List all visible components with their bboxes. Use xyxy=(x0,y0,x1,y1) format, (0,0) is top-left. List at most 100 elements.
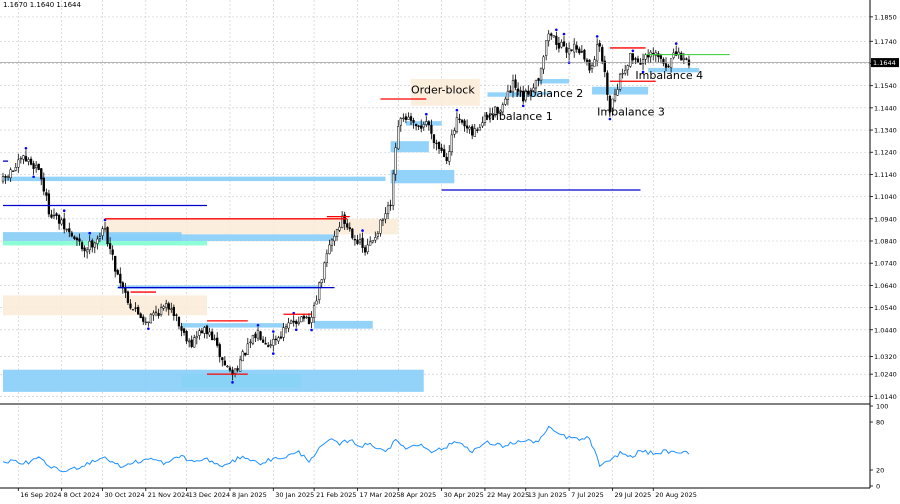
candle-body xyxy=(200,330,204,334)
fractal-marker xyxy=(521,104,525,108)
candle-body xyxy=(573,43,576,53)
candle-body xyxy=(190,339,193,347)
y-tick-label: 1.1540 xyxy=(874,82,897,90)
candle-body xyxy=(379,219,382,234)
candle-body xyxy=(318,282,321,300)
candle-body xyxy=(233,368,237,374)
indicator-y-tick-label: 80 xyxy=(876,419,884,427)
candle-body xyxy=(407,116,410,120)
candle-body xyxy=(657,53,660,58)
candle-body xyxy=(157,313,160,316)
blue-zone-rect xyxy=(314,320,373,329)
fractal-marker xyxy=(272,352,275,355)
candle-body xyxy=(654,52,657,56)
candle-body xyxy=(96,238,99,244)
candle-body xyxy=(384,213,387,220)
candle-body xyxy=(302,315,306,319)
x-tick-label: 30 Jan 2025 xyxy=(275,491,314,499)
candle-body xyxy=(346,223,349,228)
candle-body xyxy=(341,215,344,228)
candle-body xyxy=(358,239,362,243)
y-tick-label: 1.0940 xyxy=(874,215,897,223)
candle-body xyxy=(14,167,17,171)
indicator-y-tick-label: 20 xyxy=(876,467,884,475)
y-tick-label: 1.1850 xyxy=(874,13,897,21)
candle-body xyxy=(575,45,578,50)
candle-body xyxy=(124,287,127,293)
indicator-line xyxy=(2,425,690,473)
candle-body xyxy=(363,247,367,253)
teal-zone-rect xyxy=(3,241,207,246)
fractal-marker xyxy=(555,28,558,32)
blue-zone-rect xyxy=(648,67,700,73)
candle-body xyxy=(29,158,33,165)
candle-body xyxy=(659,55,663,59)
candle-body xyxy=(198,330,201,336)
x-tick-label: 16 Sep 2024 xyxy=(20,491,61,499)
candle-body xyxy=(626,65,629,71)
candle-body xyxy=(509,90,512,93)
candle-body xyxy=(338,226,341,231)
blue-zone-rect xyxy=(513,92,552,95)
indicator-y-tick-label: 0 xyxy=(876,483,880,491)
x-tick-label: 8 Apr 2025 xyxy=(400,491,436,499)
candle-body xyxy=(221,357,224,361)
candle-body xyxy=(545,40,548,56)
candle-body xyxy=(37,163,40,170)
candle-body xyxy=(539,67,543,81)
candle-body xyxy=(223,360,226,366)
candle-body xyxy=(672,52,675,58)
candle-body xyxy=(231,369,234,376)
candle-body xyxy=(662,59,665,64)
candle-body xyxy=(86,249,89,253)
candle-body xyxy=(450,134,453,153)
candle-body xyxy=(103,227,107,230)
y-tick-label: 1.1740 xyxy=(874,38,897,46)
order-block-rect xyxy=(411,79,480,106)
candle-body xyxy=(667,65,670,68)
candle-body xyxy=(371,240,374,243)
candle-body xyxy=(272,339,275,346)
candle-body xyxy=(40,168,43,180)
candle-body xyxy=(473,128,476,137)
candle-body xyxy=(664,63,668,68)
candle-body xyxy=(468,127,471,130)
candle-body xyxy=(631,53,635,61)
candle-body xyxy=(116,270,119,275)
candle-body xyxy=(448,151,451,162)
candle-body xyxy=(210,331,214,340)
blue-zone-rect xyxy=(538,79,570,84)
candle-body xyxy=(185,331,188,342)
candle-body xyxy=(412,120,415,123)
candle-body xyxy=(149,314,153,324)
candle-body xyxy=(267,345,270,347)
candle-body xyxy=(483,115,487,123)
candle-body xyxy=(437,141,441,150)
candle-body xyxy=(511,80,515,93)
candle-body xyxy=(114,255,117,272)
candle-body xyxy=(147,321,150,323)
annotation-label: Imbalance 2 xyxy=(516,87,584,100)
candle-body xyxy=(274,338,278,341)
fractal-marker xyxy=(455,108,459,112)
candle-body xyxy=(12,170,15,172)
candle-body xyxy=(162,306,165,309)
candle-body xyxy=(241,351,244,362)
candle-body xyxy=(639,62,642,65)
candle-body xyxy=(137,307,140,315)
candle-body xyxy=(685,58,688,60)
candle-body xyxy=(455,117,459,133)
candle-body xyxy=(101,228,104,236)
candle-body xyxy=(369,241,372,246)
fractal-marker xyxy=(310,328,313,332)
candle-body xyxy=(177,316,181,327)
candle-body xyxy=(588,59,591,71)
candle-body xyxy=(471,126,474,136)
candle-body xyxy=(430,124,433,134)
candle-body xyxy=(261,339,265,343)
blue-zone-rect xyxy=(181,323,284,328)
y-tick-label: 1.1040 xyxy=(874,193,897,201)
x-tick-label: 8 Oct 2024 xyxy=(64,491,100,499)
candle-body xyxy=(142,316,145,322)
